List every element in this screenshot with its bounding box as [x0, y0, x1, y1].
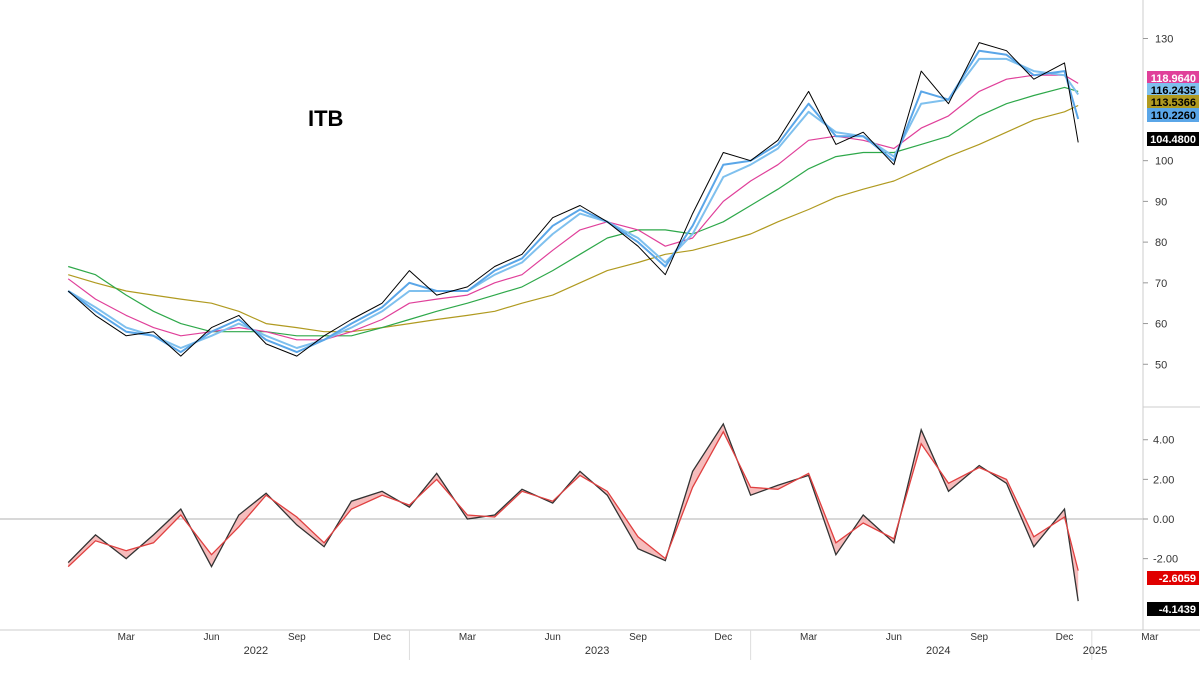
x-month-label: Sep	[629, 632, 647, 643]
tag-text: 104.4800	[1150, 134, 1196, 146]
price-series-ma-fast	[67, 49, 1080, 354]
x-month-label: Sep	[970, 632, 988, 643]
tag-text: 118.9640	[1151, 73, 1196, 85]
x-month-label: Dec	[714, 632, 732, 643]
x-month-label: Jun	[886, 632, 902, 643]
tag-text: -2.6059	[1159, 573, 1196, 585]
tag-bg	[1147, 132, 1199, 146]
x-month-label: Dec	[373, 632, 391, 643]
price-series-100d-ma	[68, 86, 1079, 337]
x-month-label: Jun	[203, 632, 219, 643]
price-series-50d-ma	[67, 74, 1079, 341]
x-year-label: 2022	[244, 645, 268, 657]
tag-bg	[1147, 571, 1199, 585]
price-y-tick-label: 130	[1155, 34, 1173, 46]
osc-y-tick-label: 4.00	[1153, 435, 1174, 447]
tag-text: 113.5366	[1151, 97, 1196, 109]
price-series-ma-mid	[67, 57, 1080, 349]
price-series-200d-ma	[68, 104, 1079, 333]
price-y-tick-label: 80	[1155, 237, 1167, 249]
osc-fill	[68, 423, 1079, 602]
oscillator-panel	[0, 422, 1143, 602]
tag-bg	[1147, 108, 1199, 122]
x-month-label: Mar	[459, 632, 477, 643]
osc-y-tick-label: -2.00	[1153, 554, 1178, 566]
tag-text: -4.1439	[1159, 604, 1196, 616]
x-month-label: Mar	[118, 632, 136, 643]
x-month-label: Mar	[1141, 632, 1159, 643]
ticker-title: ITB	[308, 106, 343, 131]
x-year-label: 2024	[926, 645, 950, 657]
price-last-value-tag: 104.4800	[1147, 132, 1199, 146]
osc-y-tick-label: 0.00	[1153, 514, 1174, 526]
price-panel	[67, 42, 1080, 357]
osc-last-value-tag: -2.6059	[1147, 571, 1199, 585]
price-y-tick-label: 60	[1155, 319, 1167, 331]
price-y-tick-label: 70	[1155, 278, 1167, 290]
price-last-value-tag: 110.2260	[1147, 108, 1199, 122]
axes: 50 60 70 80 90 100 130 -2.00 0.00 2.00 4.00 Mar Jun S…	[0, 0, 1200, 660]
tag-bg	[1147, 95, 1199, 109]
price-last-value-tag: 118.9640	[1147, 71, 1199, 85]
price-y-tick-label: 50	[1155, 359, 1167, 371]
price-series-itb-price	[67, 42, 1079, 357]
tag-bg	[1147, 602, 1199, 616]
tag-bg	[1147, 83, 1199, 97]
osc-series-oscillator	[67, 422, 1079, 602]
x-year-label: 2025	[1083, 645, 1107, 657]
x-month-label: Dec	[1056, 632, 1074, 643]
x-month-label: Jun	[545, 632, 561, 643]
price-last-value-tag: 116.2435	[1147, 83, 1199, 97]
osc-last-value-tag: -4.1439	[1147, 602, 1199, 616]
x-month-label: Sep	[288, 632, 306, 643]
osc-series-signal	[67, 430, 1079, 571]
price-y-tick-label: 100	[1155, 156, 1173, 168]
osc-y-tick-label: 2.00	[1153, 474, 1174, 486]
x-month-label: Mar	[800, 632, 818, 643]
tag-text: 110.2260	[1151, 110, 1196, 122]
tag-text: 116.2435	[1151, 85, 1196, 97]
tag-bg	[1147, 71, 1199, 85]
x-year-label: 2023	[585, 645, 609, 657]
price-last-value-tag: 113.5366	[1147, 95, 1199, 109]
price-y-tick-label: 90	[1155, 196, 1167, 208]
